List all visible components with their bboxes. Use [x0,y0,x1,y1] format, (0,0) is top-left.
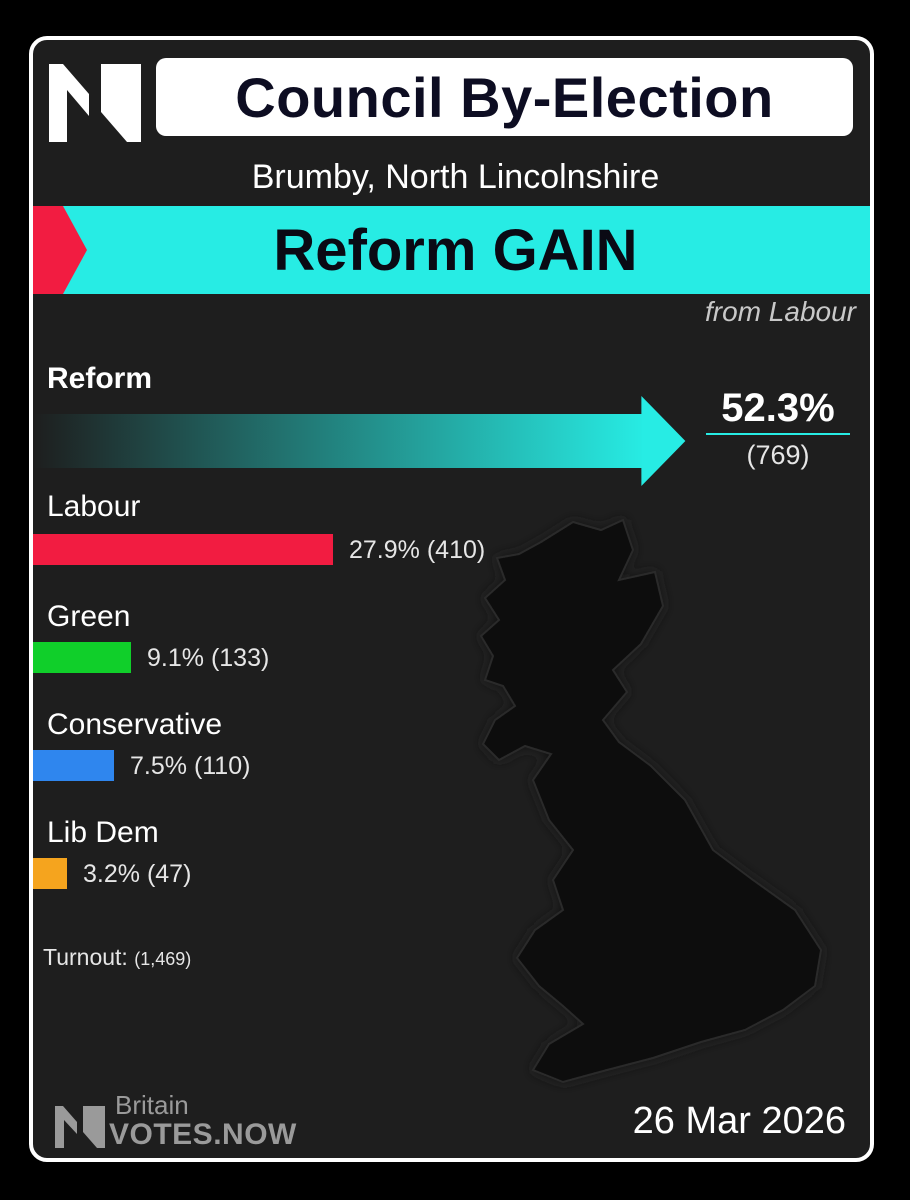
result-banner: Reform GAIN [33,206,870,296]
bar-reform-svg [33,396,686,486]
bar-value-green: 9.1% (133) [147,644,270,672]
bar-value-conservative: 7.5% (110) [130,752,251,780]
bar-reform-arrowhead [641,396,686,486]
bar-reform-container [33,396,693,486]
party-label-reform: Reform [47,362,153,395]
labour-chevron-icon [33,206,93,294]
footer-n-logo-icon [55,1106,105,1148]
reform-votes: (769) [746,440,810,470]
election-date: 26 Mar 2026 [632,1100,846,1142]
banner-background [33,206,870,294]
bar-value-libdem: 3.2% (47) [83,860,192,888]
bar-green [33,642,131,673]
title-box: Council By-Election [156,58,853,136]
turnout-value: (1,469) [134,949,192,969]
turnout-label: Turnout: [43,944,128,970]
n-logo-icon [49,64,141,142]
gain-from-text: from Labour [705,296,856,327]
result-card: Council By-Election Brumby, North Lincol… [29,36,874,1162]
brand-top: Britain [115,1090,189,1120]
brand-bottom: VOTES.NOW [109,1118,297,1151]
location-subtitle: Brumby, North Lincolnshire [251,158,660,196]
party-label-conservative: Conservative [47,708,223,741]
party-label-green: Green [47,600,131,633]
bar-libdem [33,858,67,889]
bar-reform [33,414,646,468]
reform-underline [706,433,850,435]
result-headline: Reform GAIN [273,217,638,283]
reform-percent: 52.3% [721,386,835,430]
bar-labour [33,534,333,565]
uk-map-silhouette [423,510,843,1130]
bar-conservative [33,750,114,781]
party-label-labour: Labour [47,490,141,523]
page-title: Council By-Election [235,65,774,129]
party-label-libdem: Lib Dem [47,816,159,849]
bar-value-labour: 27.9% (410) [349,536,486,564]
turnout: Turnout: (1,469) [43,944,191,971]
